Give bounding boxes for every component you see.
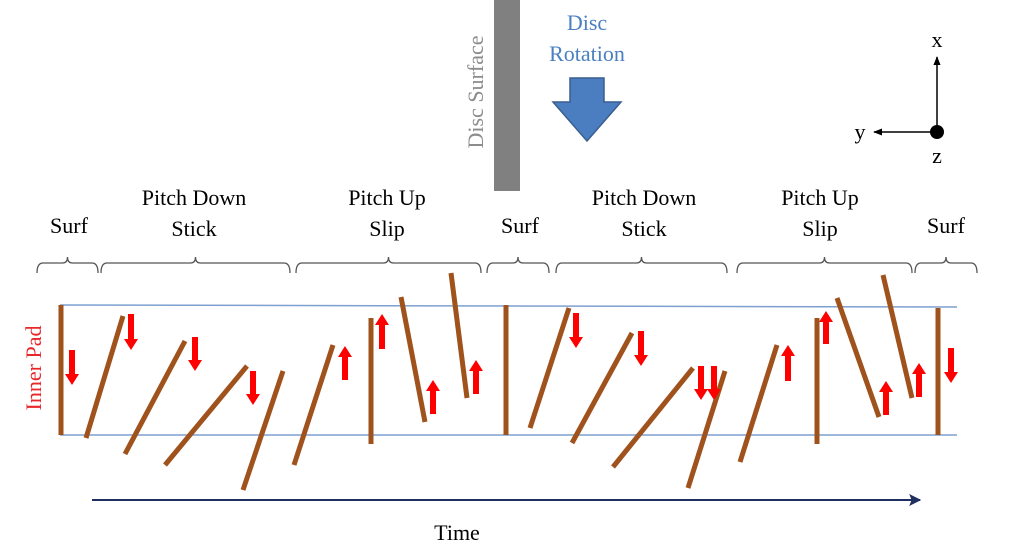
force-arrow-down-icon [944, 348, 958, 383]
force-arrow-up-icon [819, 311, 833, 344]
phase-label-line1: Pitch Down [142, 185, 247, 210]
phase-label-line2: Slip [802, 216, 837, 241]
phase-label-line1: Pitch Up [781, 185, 859, 210]
force-arrow-up-icon [912, 363, 926, 397]
force-arrow-down-icon [694, 366, 708, 400]
force-arrow-down-icon [246, 371, 260, 405]
coordinate-axes: x y z [855, 27, 944, 168]
pad-bar [122, 339, 188, 456]
disc-surface-label: Disc Surface [463, 35, 488, 148]
time-label: Time [434, 520, 480, 545]
phase-brace [914, 256, 978, 274]
force-arrow-down-icon [188, 337, 202, 371]
phase-brace [736, 256, 913, 274]
pad-bar [163, 364, 249, 467]
disc-rotation-label-line1: Disc [567, 10, 608, 35]
pad-bar [240, 370, 286, 491]
phase-brace [295, 256, 482, 274]
pad-bar [291, 344, 336, 466]
pad-bar [569, 331, 635, 445]
phase-label-line2: Slip [369, 216, 404, 241]
disc-surface-bar [494, 0, 520, 191]
force-arrow-down-icon [634, 331, 648, 366]
phase-brace [36, 256, 99, 274]
disc-rotation-label-line2: Rotation [549, 41, 625, 66]
pad-bar [527, 307, 572, 429]
pad-bar [834, 297, 882, 418]
pad-bar [611, 366, 695, 469]
force-arrow-up-icon [879, 381, 893, 415]
inner-pad-label: Inner Pad [21, 326, 46, 411]
force-arrow-up-icon [469, 360, 483, 394]
z-axis-dot-icon [930, 125, 944, 139]
force-arrow-up-icon [375, 314, 389, 349]
force-arrow-down-icon [65, 350, 79, 385]
pad-bar [685, 370, 728, 489]
pad-bar [448, 272, 470, 399]
force-arrow-down-icon [124, 314, 138, 350]
pad-bar [83, 315, 126, 439]
phase-label-line2: Stick [621, 216, 666, 241]
phase-brace [486, 256, 550, 274]
phase-brace [555, 256, 728, 274]
phase-label-line1: Surf [927, 213, 966, 238]
force-arrow-down-icon [707, 366, 721, 400]
phase-label-line2: Stick [171, 216, 216, 241]
axis-x-label: x [932, 27, 943, 52]
pad-bar [880, 274, 915, 399]
force-arrow-up-icon [338, 346, 352, 380]
force-arrow-up-icon [781, 345, 795, 381]
axis-y-label: y [855, 119, 866, 144]
disc-rotation-arrow-icon [551, 77, 623, 143]
pad-bar [737, 344, 780, 463]
force-arrow-up-icon [426, 380, 440, 414]
phase-label-line1: Pitch Up [348, 185, 426, 210]
phase-label-line1: Pitch Down [592, 185, 697, 210]
phase-brace [100, 256, 291, 274]
force-arrow-down-icon [569, 313, 583, 348]
phase-label-line1: Surf [501, 213, 540, 238]
phase-label-line1: Surf [50, 213, 89, 238]
axis-z-label: z [932, 143, 942, 168]
pad-bar [398, 296, 428, 423]
